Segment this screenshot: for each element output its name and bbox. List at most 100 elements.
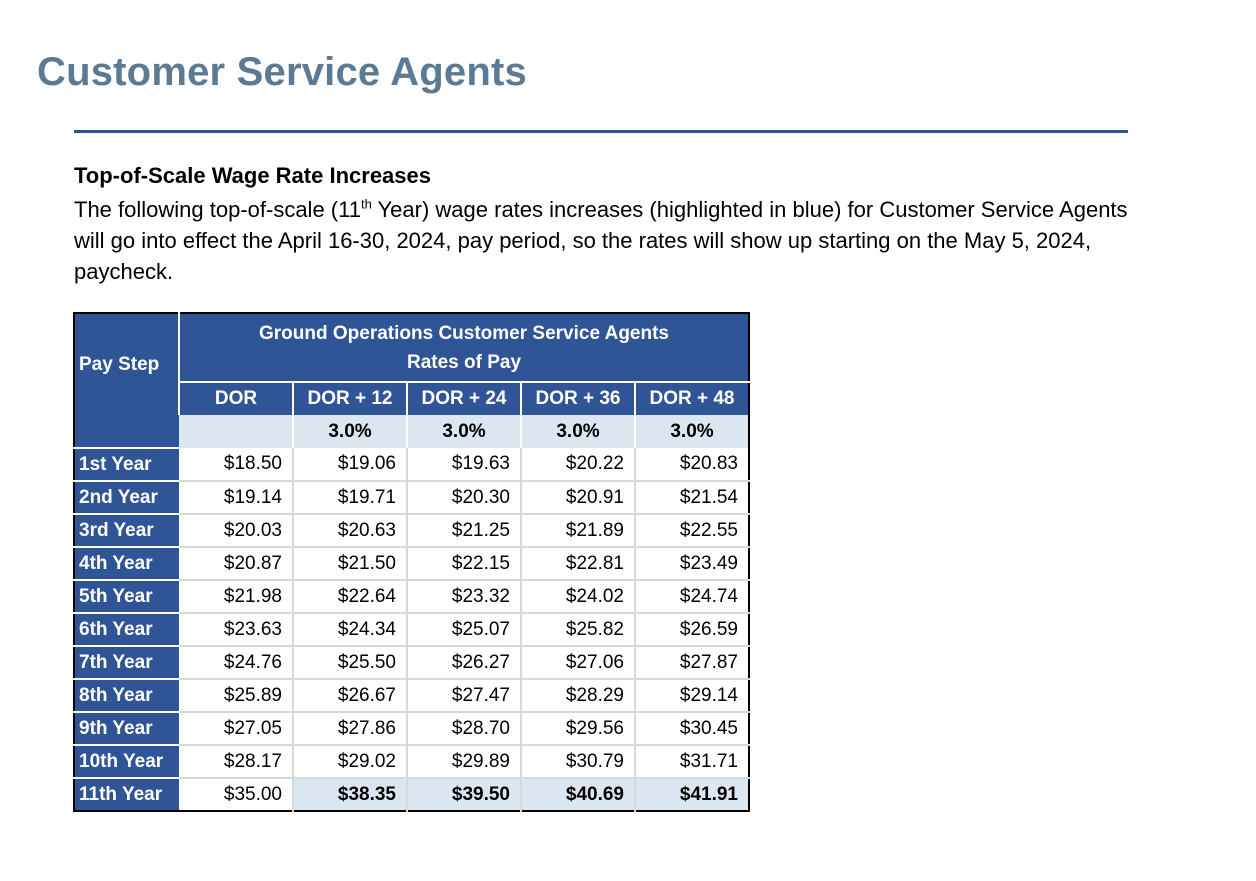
page-title: Customer Service Agents	[37, 50, 527, 94]
row-label: 1st Year	[74, 448, 179, 482]
intro-superscript: th	[360, 196, 372, 212]
table-row: 8th Year $25.89 $26.67 $27.47 $28.29 $29.14	[74, 679, 749, 713]
rate-cell: $22.64	[293, 580, 408, 614]
increase-cell: 3.0%	[407, 415, 522, 448]
rate-rows: 1st Year $18.50 $19.06 $19.63 $20.22 $20.83 2n…	[74, 448, 749, 811]
rate-cell: $22.81	[521, 547, 636, 581]
increase-cell: 3.0%	[521, 415, 636, 448]
column-header: DOR + 36	[521, 382, 636, 415]
rate-cell: $21.98	[179, 580, 294, 614]
rate-cell: $21.89	[521, 514, 636, 548]
rate-cell: $21.50	[293, 547, 408, 581]
rate-cell: $20.91	[521, 481, 636, 515]
rate-cell: $20.87	[179, 547, 294, 581]
row-label: 8th Year	[74, 679, 179, 713]
rate-cell: $24.76	[179, 646, 294, 680]
rate-cell: $29.89	[407, 745, 522, 779]
table-row: 7th Year $24.76 $25.50 $26.27 $27.06 $27.87	[74, 646, 749, 680]
rate-cell: $25.50	[293, 646, 408, 680]
rate-cell: $38.35	[293, 778, 408, 811]
rate-cell: $26.27	[407, 646, 522, 680]
rate-cell: $31.71	[635, 745, 749, 779]
rate-cell: $27.86	[293, 712, 408, 746]
increase-cell	[179, 415, 294, 448]
rate-cell: $20.30	[407, 481, 522, 515]
rate-cell: $41.91	[635, 778, 749, 811]
rate-cell: $35.00	[179, 778, 294, 811]
row-label: 11th Year	[74, 778, 179, 811]
rate-cell: $25.82	[521, 613, 636, 647]
rate-cell: $20.83	[635, 448, 749, 482]
rate-cell: $18.50	[179, 448, 294, 482]
rate-cell: $24.02	[521, 580, 636, 614]
rate-cell: $20.22	[521, 448, 636, 482]
intro-paragraph: The following top-of-scale (11th Year) w…	[74, 194, 1154, 287]
rate-cell: $20.03	[179, 514, 294, 548]
table-row: 5th Year $21.98 $22.64 $23.32 $24.02 $24.74	[74, 580, 749, 614]
rate-cell: $22.15	[407, 547, 522, 581]
rate-cell: $19.71	[293, 481, 408, 515]
table-row: 4th Year $20.87 $21.50 $22.15 $22.81 $23.49	[74, 547, 749, 581]
column-header: DOR + 12	[293, 382, 408, 415]
rate-cell: $23.49	[635, 547, 749, 581]
rate-cell: $29.56	[521, 712, 636, 746]
column-header: DOR + 24	[407, 382, 522, 415]
table-row: 2nd Year $19.14 $19.71 $20.30 $20.91 $21.54	[74, 481, 749, 515]
row-label: 3rd Year	[74, 514, 179, 548]
rate-cell: $27.47	[407, 679, 522, 713]
table-row: 11th Year $35.00 $38.35 $39.50 $40.69 $41.91	[74, 778, 749, 811]
rate-cell: $19.06	[293, 448, 408, 482]
row-label: 6th Year	[74, 613, 179, 647]
pay-step-header: Pay Step	[74, 313, 180, 415]
rate-cell: $27.87	[635, 646, 749, 680]
rate-cell: $22.55	[635, 514, 749, 548]
rate-cell: $21.54	[635, 481, 749, 515]
table-title-line2: Rates of Pay	[406, 351, 522, 373]
rate-cell: $26.67	[293, 679, 408, 713]
rate-cell: $27.06	[521, 646, 636, 680]
row-label: 9th Year	[74, 712, 179, 746]
rate-cell: $28.17	[179, 745, 294, 779]
rate-cell: $19.14	[179, 481, 294, 515]
table-row: 3rd Year $20.03 $20.63 $21.25 $21.89 $22.55	[74, 514, 749, 548]
rate-cell: $24.74	[635, 580, 749, 614]
row-label: 4th Year	[74, 547, 179, 581]
rate-cell: $28.29	[521, 679, 636, 713]
table-row: 1st Year $18.50 $19.06 $19.63 $20.22 $20.83	[74, 448, 749, 482]
rate-cell: $25.07	[407, 613, 522, 647]
rate-cell: $29.02	[293, 745, 408, 779]
intro-text-end: Year) wage rates increases (highlighted …	[74, 197, 1128, 284]
rate-cell: $40.69	[521, 778, 636, 811]
table-title-line1: Ground Operations Customer Service Agent…	[259, 322, 669, 344]
rate-cell: $28.70	[407, 712, 522, 746]
table-row: 10th Year $28.17 $29.02 $29.89 $30.79 $31.71	[74, 745, 749, 779]
rate-cell: $19.63	[407, 448, 522, 482]
section-heading: Top-of-Scale Wage Rate Increases	[74, 163, 431, 188]
rate-cell: $24.34	[293, 613, 408, 647]
row-label: 2nd Year	[74, 481, 179, 515]
title-divider	[74, 130, 1128, 133]
pay-step-blank-cell	[74, 415, 179, 449]
rates-of-pay-table: Pay Step Ground Operations Customer Serv…	[73, 312, 750, 812]
column-header: DOR + 48	[635, 382, 749, 415]
increase-cell: 3.0%	[293, 415, 408, 448]
rate-cell: $26.59	[635, 613, 749, 647]
rate-cell: $29.14	[635, 679, 749, 713]
row-label: 10th Year	[74, 745, 179, 779]
rate-cell: $23.63	[179, 613, 294, 647]
column-header: DOR	[179, 382, 294, 415]
rate-cell: $30.45	[635, 712, 749, 746]
rate-cell: $30.79	[521, 745, 636, 779]
rate-cell: $21.25	[407, 514, 522, 548]
row-label: 7th Year	[74, 646, 179, 680]
table-row: 9th Year $27.05 $27.86 $28.70 $29.56 $30.45	[74, 712, 749, 746]
intro-text-start: The following top-of-scale (11	[74, 197, 361, 222]
row-label: 5th Year	[74, 580, 179, 614]
increase-cell: 3.0%	[635, 415, 749, 448]
table-title: Ground Operations Customer Service Agent…	[179, 313, 749, 383]
rate-cell: $23.32	[407, 580, 522, 614]
rate-cell: $25.89	[179, 679, 294, 713]
table-row: 6th Year $23.63 $24.34 $25.07 $25.82 $26.59	[74, 613, 749, 647]
rate-cell: $27.05	[179, 712, 294, 746]
rate-cell: $39.50	[407, 778, 522, 811]
